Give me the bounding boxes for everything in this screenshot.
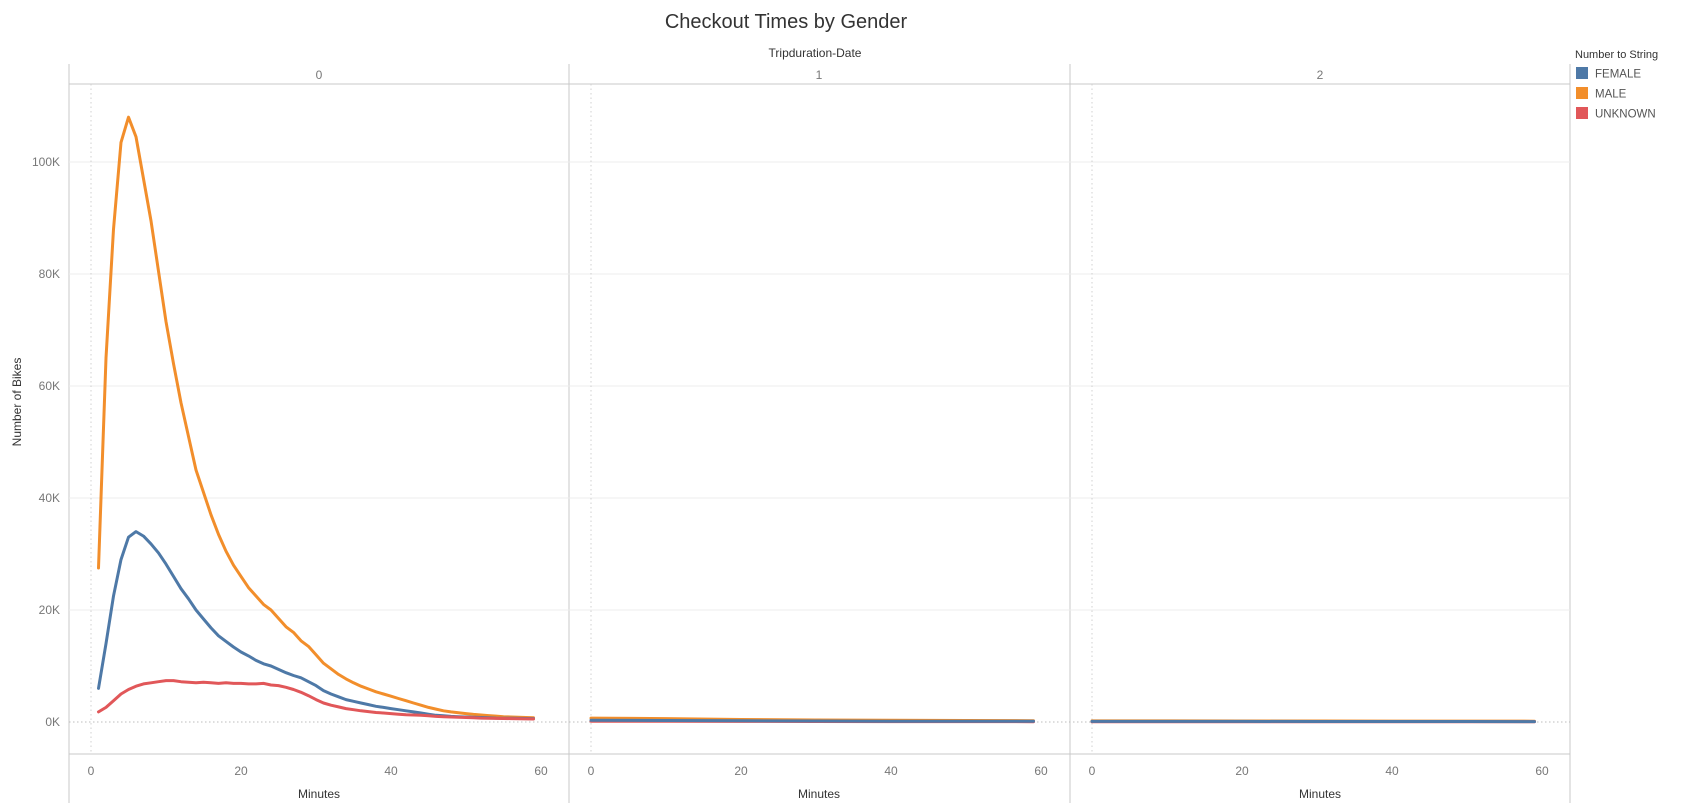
x-tick-label: 20 <box>734 764 748 778</box>
x-axis-ticks: 0 20 40 60 0 20 40 60 0 20 40 60 <box>88 764 1549 778</box>
x-tick-label: 0 <box>88 764 95 778</box>
y-tick-label: 100K <box>32 155 60 169</box>
x-tick-label: 20 <box>1235 764 1249 778</box>
chart-frame <box>68 64 1571 803</box>
x-axis-title: Minutes <box>798 787 840 801</box>
y-axis-ticks: 0K 20K 40K 60K 80K 100K <box>32 155 60 729</box>
legend-item-female: FEMALE <box>1576 67 1641 81</box>
chart-title: Checkout Times by Gender <box>665 11 908 33</box>
facet-label: 0 <box>316 68 323 82</box>
y-tick-label: 80K <box>39 267 60 281</box>
x-axis-titles: Minutes Minutes Minutes <box>298 787 1341 801</box>
y-tick-label: 60K <box>39 379 60 393</box>
series-line-female-facet-1 <box>589 718 1035 723</box>
x-tick-label: 40 <box>384 764 398 778</box>
y-tick-label: 0K <box>45 715 60 729</box>
series-line-unknown-facet-0 <box>97 679 535 721</box>
x-axis-title: Minutes <box>1299 787 1341 801</box>
legend: Number to String FEMALE MALE UNKNOWN <box>1575 49 1658 121</box>
legend-item-unknown: UNKNOWN <box>1576 107 1656 121</box>
series-lines <box>97 115 1536 724</box>
x-tick-label: 40 <box>1385 764 1399 778</box>
legend-swatch <box>1576 67 1588 79</box>
legend-item-male: MALE <box>1576 87 1627 101</box>
legend-swatch <box>1576 107 1588 119</box>
x-tick-label: 60 <box>534 764 548 778</box>
legend-title: Number to String <box>1575 49 1658 61</box>
facet-label: 2 <box>1317 68 1324 82</box>
y-tick-label: 40K <box>39 491 60 505</box>
facet-labels: 0 1 2 <box>316 68 1324 82</box>
legend-swatch <box>1576 87 1588 99</box>
legend-items: FEMALE MALE UNKNOWN <box>1576 67 1656 121</box>
y-axis-title: Number of Bikes <box>10 358 24 447</box>
gridlines <box>69 84 1570 754</box>
y-tick-label: 20K <box>39 603 60 617</box>
x-tick-label: 0 <box>588 764 595 778</box>
series-line-female-facet-0 <box>97 530 535 721</box>
legend-label: MALE <box>1595 89 1627 101</box>
x-tick-label: 20 <box>234 764 248 778</box>
legend-label: UNKNOWN <box>1595 109 1656 121</box>
x-tick-label: 0 <box>1089 764 1096 778</box>
series-line-male-facet-0 <box>97 115 535 720</box>
x-axis-title: Minutes <box>298 787 340 801</box>
facet-label: 1 <box>816 68 823 82</box>
x-tick-label: 60 <box>1034 764 1048 778</box>
facet-header: Tripduration-Date <box>769 46 862 60</box>
x-tick-label: 60 <box>1535 764 1549 778</box>
legend-label: FEMALE <box>1595 69 1641 81</box>
x-tick-label: 40 <box>884 764 898 778</box>
